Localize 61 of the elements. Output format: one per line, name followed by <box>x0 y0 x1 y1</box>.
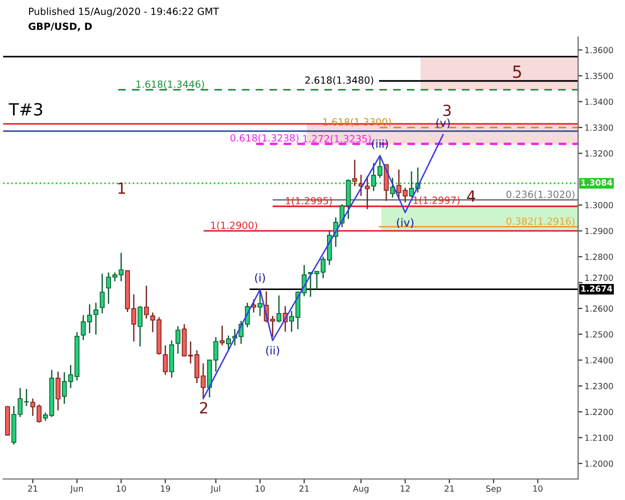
y-tick-label: 1.2400 <box>585 357 613 364</box>
candlestick <box>56 371 60 412</box>
x-tick-label: Aug <box>352 486 368 494</box>
y-tick-label: 1.2900 <box>585 228 613 234</box>
y-tick-label: 1.2000 <box>585 460 613 467</box>
ref-line-label: 0.382(1.2916) <box>506 217 574 226</box>
ref-line-label: 2.618(1.3480) <box>305 76 374 85</box>
ref-line-label: 1.272(1.3235) <box>303 134 371 144</box>
x-tick-label: Jul <box>210 485 220 494</box>
ref-line-label: 1.618(1.3446) <box>136 80 204 89</box>
x-tick-label: 12 <box>400 485 410 492</box>
ref-line-label: 1(1.2900) <box>211 221 258 230</box>
candlestick <box>144 285 149 320</box>
y-tick-label: 1.2100 <box>585 434 613 441</box>
candlestick <box>390 177 395 198</box>
x-tick-label: Jun <box>70 486 83 494</box>
y-tick-label: 1.2800 <box>585 254 613 260</box>
candlestick <box>162 344 168 376</box>
candlestick <box>276 294 282 323</box>
y-tick-label: 1.2200 <box>585 408 613 416</box>
candlestick <box>226 334 231 351</box>
x-tick-label: 10 <box>256 485 265 492</box>
ref-line-label: 0.236(1.3020) <box>506 190 574 200</box>
data-label: (iii) <box>372 139 388 150</box>
x-tick-label: 21 <box>28 485 38 492</box>
candlestick <box>176 326 180 354</box>
y-tick-label: 1.3200 <box>585 150 613 157</box>
ref-line-label: 0.618(1.3238) <box>230 134 298 143</box>
data-label: (iv) <box>396 218 414 228</box>
y-tick-label: 1.3600 <box>585 46 613 54</box>
data-label: (i) <box>255 273 265 284</box>
ref-line-label: 1.3084 <box>581 179 612 186</box>
y-tick-label: 1.3400 <box>585 98 613 105</box>
candlestick <box>100 273 105 314</box>
annotation: 4 <box>467 190 476 202</box>
band-label: 5 <box>513 66 522 78</box>
chart-title: GBP/USD, D <box>28 22 92 32</box>
annotation: 2 <box>200 402 208 414</box>
y-tick-label: 1.2500 <box>585 331 613 338</box>
x-tick-label: 21 <box>444 485 454 492</box>
y-tick-label: 1.2300 <box>585 382 613 390</box>
candlestick <box>258 290 262 317</box>
x-tick-label: 21 <box>300 485 309 492</box>
y-tick-label: 1.3500 <box>585 72 613 80</box>
annotation: 3 <box>443 104 451 116</box>
ref-line-label: 1.2674 <box>581 285 612 292</box>
candlestick <box>220 325 225 346</box>
text: Published 15/Aug/2020 - 19:46:22 GMT <box>29 8 220 17</box>
x-tick-label: 10 <box>533 485 542 492</box>
y-tick-label: 1.3000 <box>585 202 613 208</box>
candlestick <box>352 159 358 187</box>
x-tick-label: 19 <box>160 485 170 492</box>
y-tick-label: 1.2600 <box>585 305 613 312</box>
candlestick <box>138 305 143 348</box>
y-tick-label: 1.2700 <box>585 274 613 281</box>
x-tick-label: 10 <box>116 485 126 492</box>
annotation: T#3 <box>8 103 42 116</box>
x-tick-label: Sep <box>486 485 501 494</box>
annotation: 1 <box>118 182 126 194</box>
y-tick-label: 1.3300 <box>585 124 613 131</box>
data-label: (ii) <box>266 346 280 356</box>
